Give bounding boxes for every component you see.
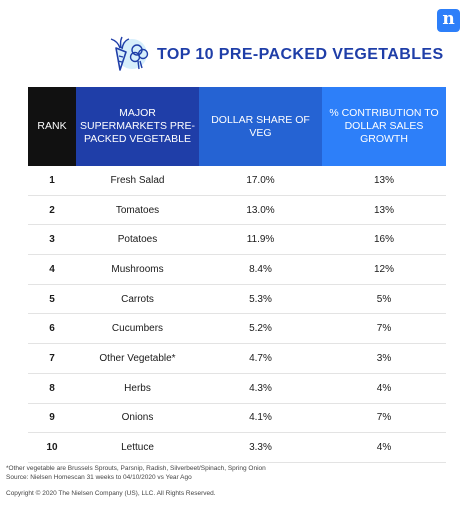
dollar-share-cell: 13.0%	[199, 195, 322, 226]
growth-contribution-cell: 4%	[322, 373, 446, 404]
nielsen-logo-icon: n	[437, 9, 460, 32]
footnote-source: Source: Nielsen Homescan 31 weeks to 04/…	[6, 473, 192, 481]
rank-cell: 9	[28, 403, 76, 434]
dollar-share-cell: 5.3%	[199, 284, 322, 315]
rank-cell: 6	[28, 313, 76, 345]
title-row: TOP 10 PRE-PACKED VEGETABLES	[102, 34, 443, 74]
vegetables-table: RANK MAJOR SUPERMARKETS PRE-PACKED VEGET…	[28, 87, 446, 463]
table-row: 2 Tomatoes 13.0% 13%	[28, 195, 446, 226]
vegetable-cell: Other Vegetable*	[76, 343, 199, 374]
copyright: Copyright © 2020 The Nielsen Company (US…	[6, 490, 216, 497]
rank-cell: 3	[28, 224, 76, 256]
rank-cell: 7	[28, 343, 76, 374]
table-row: 4 Mushrooms 8.4% 12%	[28, 254, 446, 285]
footnote: *Other vegetable are Brussels Sprouts, P…	[6, 465, 266, 482]
growth-contribution-cell: 13%	[322, 195, 446, 226]
growth-contribution-cell: 16%	[322, 224, 446, 256]
table-row: 9 Onions 4.1% 7%	[28, 403, 446, 434]
table-row: 3 Potatoes 11.9% 16%	[28, 224, 446, 256]
table-row: 8 Herbs 4.3% 4%	[28, 373, 446, 404]
vegetable-cell: Fresh Salad	[76, 166, 199, 196]
dollar-share-cell: 4.1%	[199, 403, 322, 434]
vegetable-cell: Herbs	[76, 373, 199, 404]
growth-contribution-cell: 7%	[322, 313, 446, 345]
header-growth-contribution: % CONTRIBUTION TO DOLLAR SALES GROWTH	[322, 87, 446, 166]
dollar-share-cell: 11.9%	[199, 224, 322, 256]
header-vegetable: MAJOR SUPERMARKETS PRE-PACKED VEGETABLE	[76, 87, 199, 166]
rank-cell: 10	[28, 432, 76, 463]
table-row: 5 Carrots 5.3% 5%	[28, 284, 446, 315]
rank-cell: 1	[28, 166, 76, 196]
chart-title: TOP 10 PRE-PACKED VEGETABLES	[157, 46, 444, 63]
growth-contribution-cell: 3%	[322, 343, 446, 374]
dollar-share-cell: 8.4%	[199, 254, 322, 285]
vegetable-cell: Potatoes	[76, 224, 199, 256]
dollar-share-cell: 4.7%	[199, 343, 322, 374]
rank-cell: 5	[28, 284, 76, 315]
vegetable-cell: Cucumbers	[76, 313, 199, 345]
dollar-share-cell: 17.0%	[199, 166, 322, 196]
vegetable-cell: Mushrooms	[76, 254, 199, 285]
table-row: 10 Lettuce 3.3% 4%	[28, 432, 446, 463]
growth-contribution-cell: 12%	[322, 254, 446, 285]
dollar-share-cell: 4.3%	[199, 373, 322, 404]
rank-cell: 2	[28, 195, 76, 226]
vegetable-cell: Carrots	[76, 284, 199, 315]
growth-contribution-cell: 4%	[322, 432, 446, 463]
table-row: 6 Cucumbers 5.2% 7%	[28, 313, 446, 345]
footnote-other-vegetable: *Other vegetable are Brussels Sprouts, P…	[6, 465, 266, 472]
vegetable-cell: Lettuce	[76, 432, 199, 463]
header-dollar-share: DOLLAR SHARE OF VEG	[199, 87, 322, 166]
table-row: 7 Other Vegetable* 4.7% 3%	[28, 343, 446, 374]
vegetable-cell: Tomatoes	[76, 195, 199, 226]
table-row: 1 Fresh Salad 17.0% 13%	[28, 166, 446, 196]
vegetables-icon	[110, 36, 149, 71]
growth-contribution-cell: 13%	[322, 166, 446, 196]
rank-cell: 8	[28, 373, 76, 404]
dollar-share-cell: 3.3%	[199, 432, 322, 463]
rank-cell: 4	[28, 254, 76, 285]
growth-contribution-cell: 5%	[322, 284, 446, 315]
growth-contribution-cell: 7%	[322, 403, 446, 434]
dollar-share-cell: 5.2%	[199, 313, 322, 345]
header-rank: RANK	[28, 87, 76, 166]
vegetable-cell: Onions	[76, 403, 199, 434]
header-row: RANK MAJOR SUPERMARKETS PRE-PACKED VEGET…	[28, 87, 446, 166]
